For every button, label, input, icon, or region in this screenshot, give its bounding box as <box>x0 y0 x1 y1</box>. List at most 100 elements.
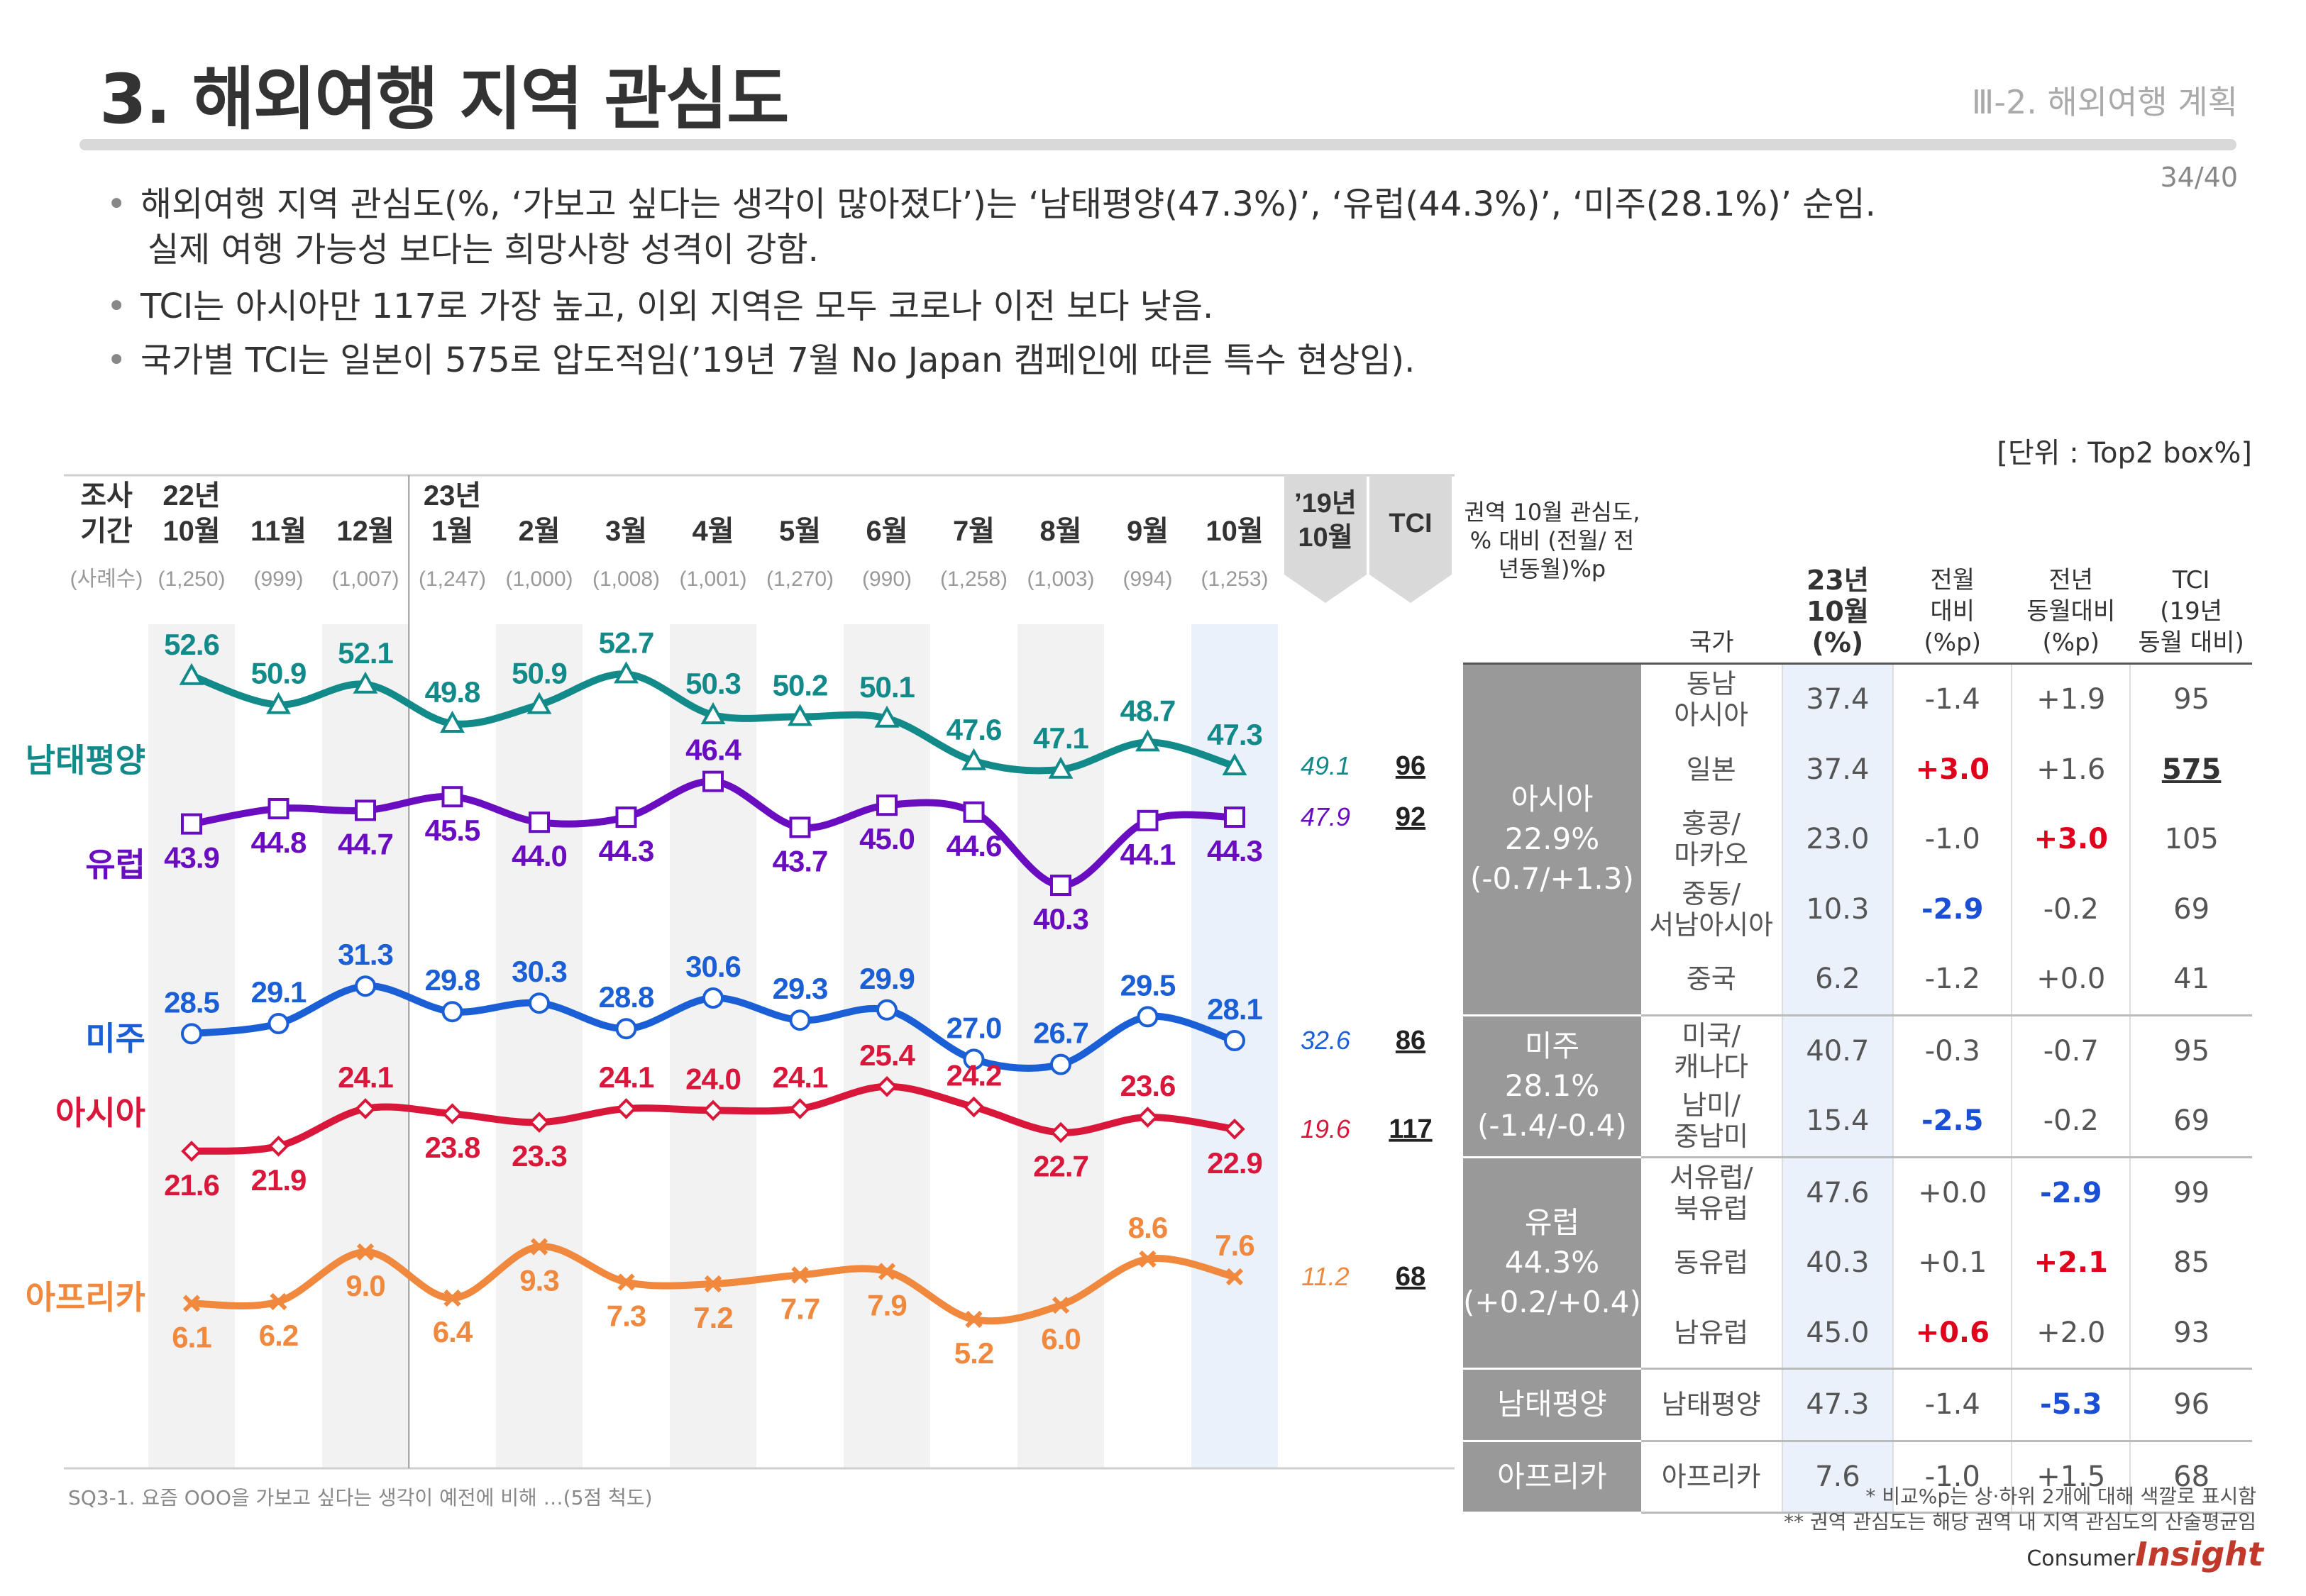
data-label-아프리카: 7.7 <box>780 1292 820 1326</box>
marker-아시아 <box>963 1096 985 1118</box>
data-label-아프리카: 7.3 <box>607 1299 646 1333</box>
marker-유럽 <box>789 816 811 838</box>
data-label-미주: 29.8 <box>425 963 480 997</box>
mom-cell: -1.0 <box>1893 804 2013 875</box>
mom-cell: +3.0 <box>1893 734 2013 804</box>
data-label-아시아: 23.8 <box>425 1131 480 1164</box>
note-2: ** 권역 관심도는 해당 권역 내 지역 관심도의 산술평균임 <box>1784 1510 2256 1534</box>
category-sample-size: (1,007) <box>331 567 399 591</box>
category-sample-size: (1,008) <box>592 567 660 591</box>
category-sample-size: (1,247) <box>419 567 486 591</box>
title-underline <box>79 139 2236 150</box>
value-cell: 7.6 <box>1782 1441 1894 1513</box>
marker-아시아 <box>1050 1121 1071 1143</box>
header-mom: 전월 대비 (%p) <box>1893 461 2012 665</box>
category-month-label: 7월 <box>953 516 995 547</box>
value-cell: 45.0 <box>1782 1297 1894 1370</box>
marker-아프리카 <box>791 1266 809 1284</box>
data-label-아시아: 22.9 <box>1207 1146 1262 1180</box>
marker-아프리카 <box>704 1275 722 1293</box>
table-row: 동유럽 40.3 +0.1 +2.1 85 <box>1463 1228 2252 1298</box>
section-label: Ⅲ-2. 해외여행 계획 <box>1971 83 2238 121</box>
category-sample-size: (990) <box>862 567 912 591</box>
value-cell: 15.4 <box>1782 1086 1894 1158</box>
data-label-아시아: 21.6 <box>164 1168 219 1202</box>
month-column-bg <box>844 624 930 1468</box>
data-label-유럽: 44.3 <box>1207 834 1262 868</box>
country-cell: 아프리카 <box>1640 1441 1783 1513</box>
value-cell: 37.4 <box>1782 663 1894 735</box>
ref-header-month: 10월 <box>1298 523 1352 553</box>
region-table: 권역 10월 관심도, % 대비 (전월/ 전년동월)%p 국가 23년 10월 (%)… <box>1463 461 2252 1514</box>
country-cell: 홍콩/마카오 <box>1640 804 1783 875</box>
data-label-유럽: 45.5 <box>425 814 480 847</box>
month-column-bg <box>583 624 670 1468</box>
category-year-label: 22년 <box>162 480 220 511</box>
category-sample-size: (1,250) <box>158 567 225 591</box>
marker-남태평양 <box>788 704 812 726</box>
table-row: 일본 37.4 +3.0 +1.6 575 <box>1463 734 2252 804</box>
marker-아시아 <box>355 1098 376 1119</box>
data-label-유럽: 44.1 <box>1120 838 1176 871</box>
marker-유럽 <box>441 786 463 808</box>
yoy-cell: -2.9 <box>2012 1157 2131 1228</box>
marker-미주 <box>702 987 724 1009</box>
tci-value-유럽: 92 <box>1396 802 1425 832</box>
marker-미주 <box>615 1018 637 1040</box>
bullet-dot-icon: • <box>106 184 127 224</box>
yoy-cell: +0.0 <box>2012 944 2131 1016</box>
marker-아시아 <box>876 1075 898 1097</box>
series-name-남태평양: 남태평양 <box>26 742 145 779</box>
value-cell: 10.3 <box>1782 874 1894 944</box>
table-row: 남유럽 45.0 +0.6 +2.0 93 <box>1463 1297 2252 1370</box>
yoy-cell: -0.2 <box>2012 1086 2131 1158</box>
table-row: 아프리카 아프리카 7.6 -1.0 +1.5 68 <box>1463 1441 2252 1514</box>
value-cell: 47.3 <box>1782 1368 1894 1442</box>
marker-남태평양 <box>179 663 204 685</box>
marker-아시아 <box>615 1098 637 1119</box>
marker-미주 <box>1050 1053 1071 1075</box>
data-label-유럽: 44.8 <box>251 826 307 859</box>
category-month-label: 11월 <box>250 516 307 547</box>
mom-cell: +0.0 <box>1893 1157 2013 1228</box>
category-sample-size: (1,253) <box>1201 567 1268 591</box>
country-cell: 동유럽 <box>1640 1228 1783 1298</box>
country-cell: 미국/캐나다 <box>1640 1015 1783 1086</box>
marker-유럽 <box>529 811 550 833</box>
data-label-아시아: 24.0 <box>685 1062 741 1095</box>
yoy-cell: -0.2 <box>2012 874 2131 944</box>
marker-남태평양 <box>1048 756 1074 779</box>
series-name-유럽: 유럽 <box>85 846 145 883</box>
marker-남태평양 <box>874 705 900 728</box>
marker-유럽 <box>1137 809 1159 831</box>
month-column-bg <box>235 624 322 1468</box>
yoy-cell: +1.9 <box>2012 663 2131 735</box>
category-sample-size: (1,000) <box>505 567 573 591</box>
tci-value-미주: 86 <box>1396 1026 1425 1055</box>
data-label-미주: 29.9 <box>859 962 915 995</box>
data-label-남태평양: 52.6 <box>164 628 219 661</box>
marker-남태평양 <box>1222 753 1247 775</box>
data-label-아프리카: 6.1 <box>172 1321 211 1354</box>
table-row: 유럽 44.3% (+0.2/+0.4) 서유럽/북유럽 47.6 +0.0 -2.9 99 <box>1463 1157 2252 1370</box>
marker-미주 <box>1224 1030 1245 1051</box>
yoy-cell: +2.0 <box>2012 1297 2131 1370</box>
data-label-미주: 28.5 <box>164 985 219 1019</box>
yoy-cell: +1.6 <box>2012 734 2131 804</box>
data-label-남태평양: 49.8 <box>425 675 480 709</box>
tci-header: TCI <box>1389 509 1432 538</box>
ref-header-year: ’19년 <box>1294 489 1357 519</box>
region-cell: 아시아 22.9% (-0.7/+1.3) <box>1463 663 1641 1016</box>
marker-아시아 <box>529 1112 550 1134</box>
tci-value-남태평양: 96 <box>1396 751 1425 781</box>
tci-cell: 68 <box>2173 1460 2210 1493</box>
data-label-유럽: 43.9 <box>164 841 219 875</box>
table-row: 홍콩/마카오 23.0 -1.0 +3.0 105 <box>1463 804 2252 875</box>
page-number: 34/40 <box>2160 162 2238 193</box>
mom-cell: -1.4 <box>1893 663 2013 735</box>
region-cell: 아프리카 <box>1463 1441 1641 1514</box>
month-column-bg <box>322 624 409 1468</box>
sample-size-label: (사례수) <box>70 567 143 591</box>
data-label-남태평양: 50.3 <box>685 667 741 700</box>
